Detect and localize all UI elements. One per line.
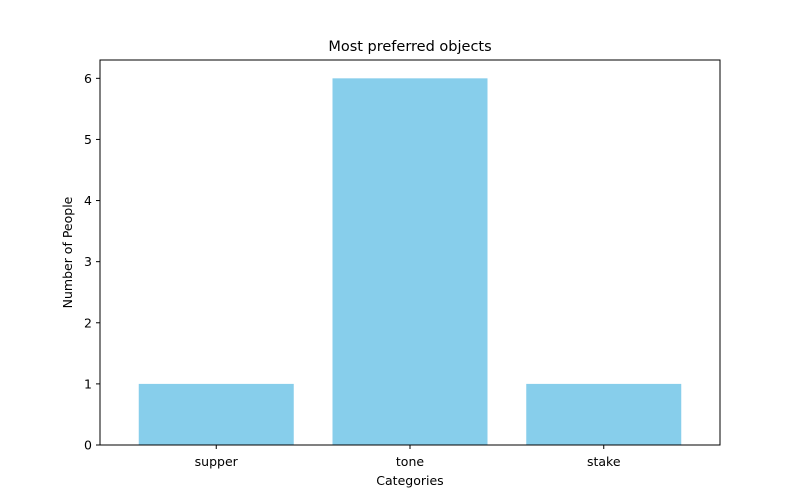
y-tick-label: 0	[84, 438, 92, 453]
y-axis-ticks: 0 1 2 3 4 5 6	[84, 71, 100, 453]
bars-group	[138, 78, 682, 445]
y-tick-label: 5	[84, 132, 92, 147]
x-tick-label: stake	[587, 454, 621, 469]
y-tick-label: 4	[84, 193, 92, 208]
y-tick-label: 1	[84, 376, 92, 391]
y-tick-label: 2	[84, 315, 92, 330]
x-tick-label: supper	[195, 454, 239, 469]
y-tick-label: 6	[84, 71, 92, 86]
y-axis-label: Number of People	[60, 196, 75, 308]
chart-title: Most preferred objects	[328, 39, 491, 55]
x-tick-label: tone	[396, 454, 424, 469]
bar-supper	[138, 383, 294, 445]
plot-frame	[99, 59, 721, 446]
x-axis-label: Categories	[376, 473, 443, 488]
bar-tone	[332, 78, 488, 445]
x-axis-ticks: supper tone stake	[195, 445, 621, 469]
bar-stake	[526, 383, 682, 445]
y-tick-label: 3	[84, 254, 92, 269]
plot-area: supper tone stake 0 1 2 3 4 5 6	[84, 59, 721, 469]
